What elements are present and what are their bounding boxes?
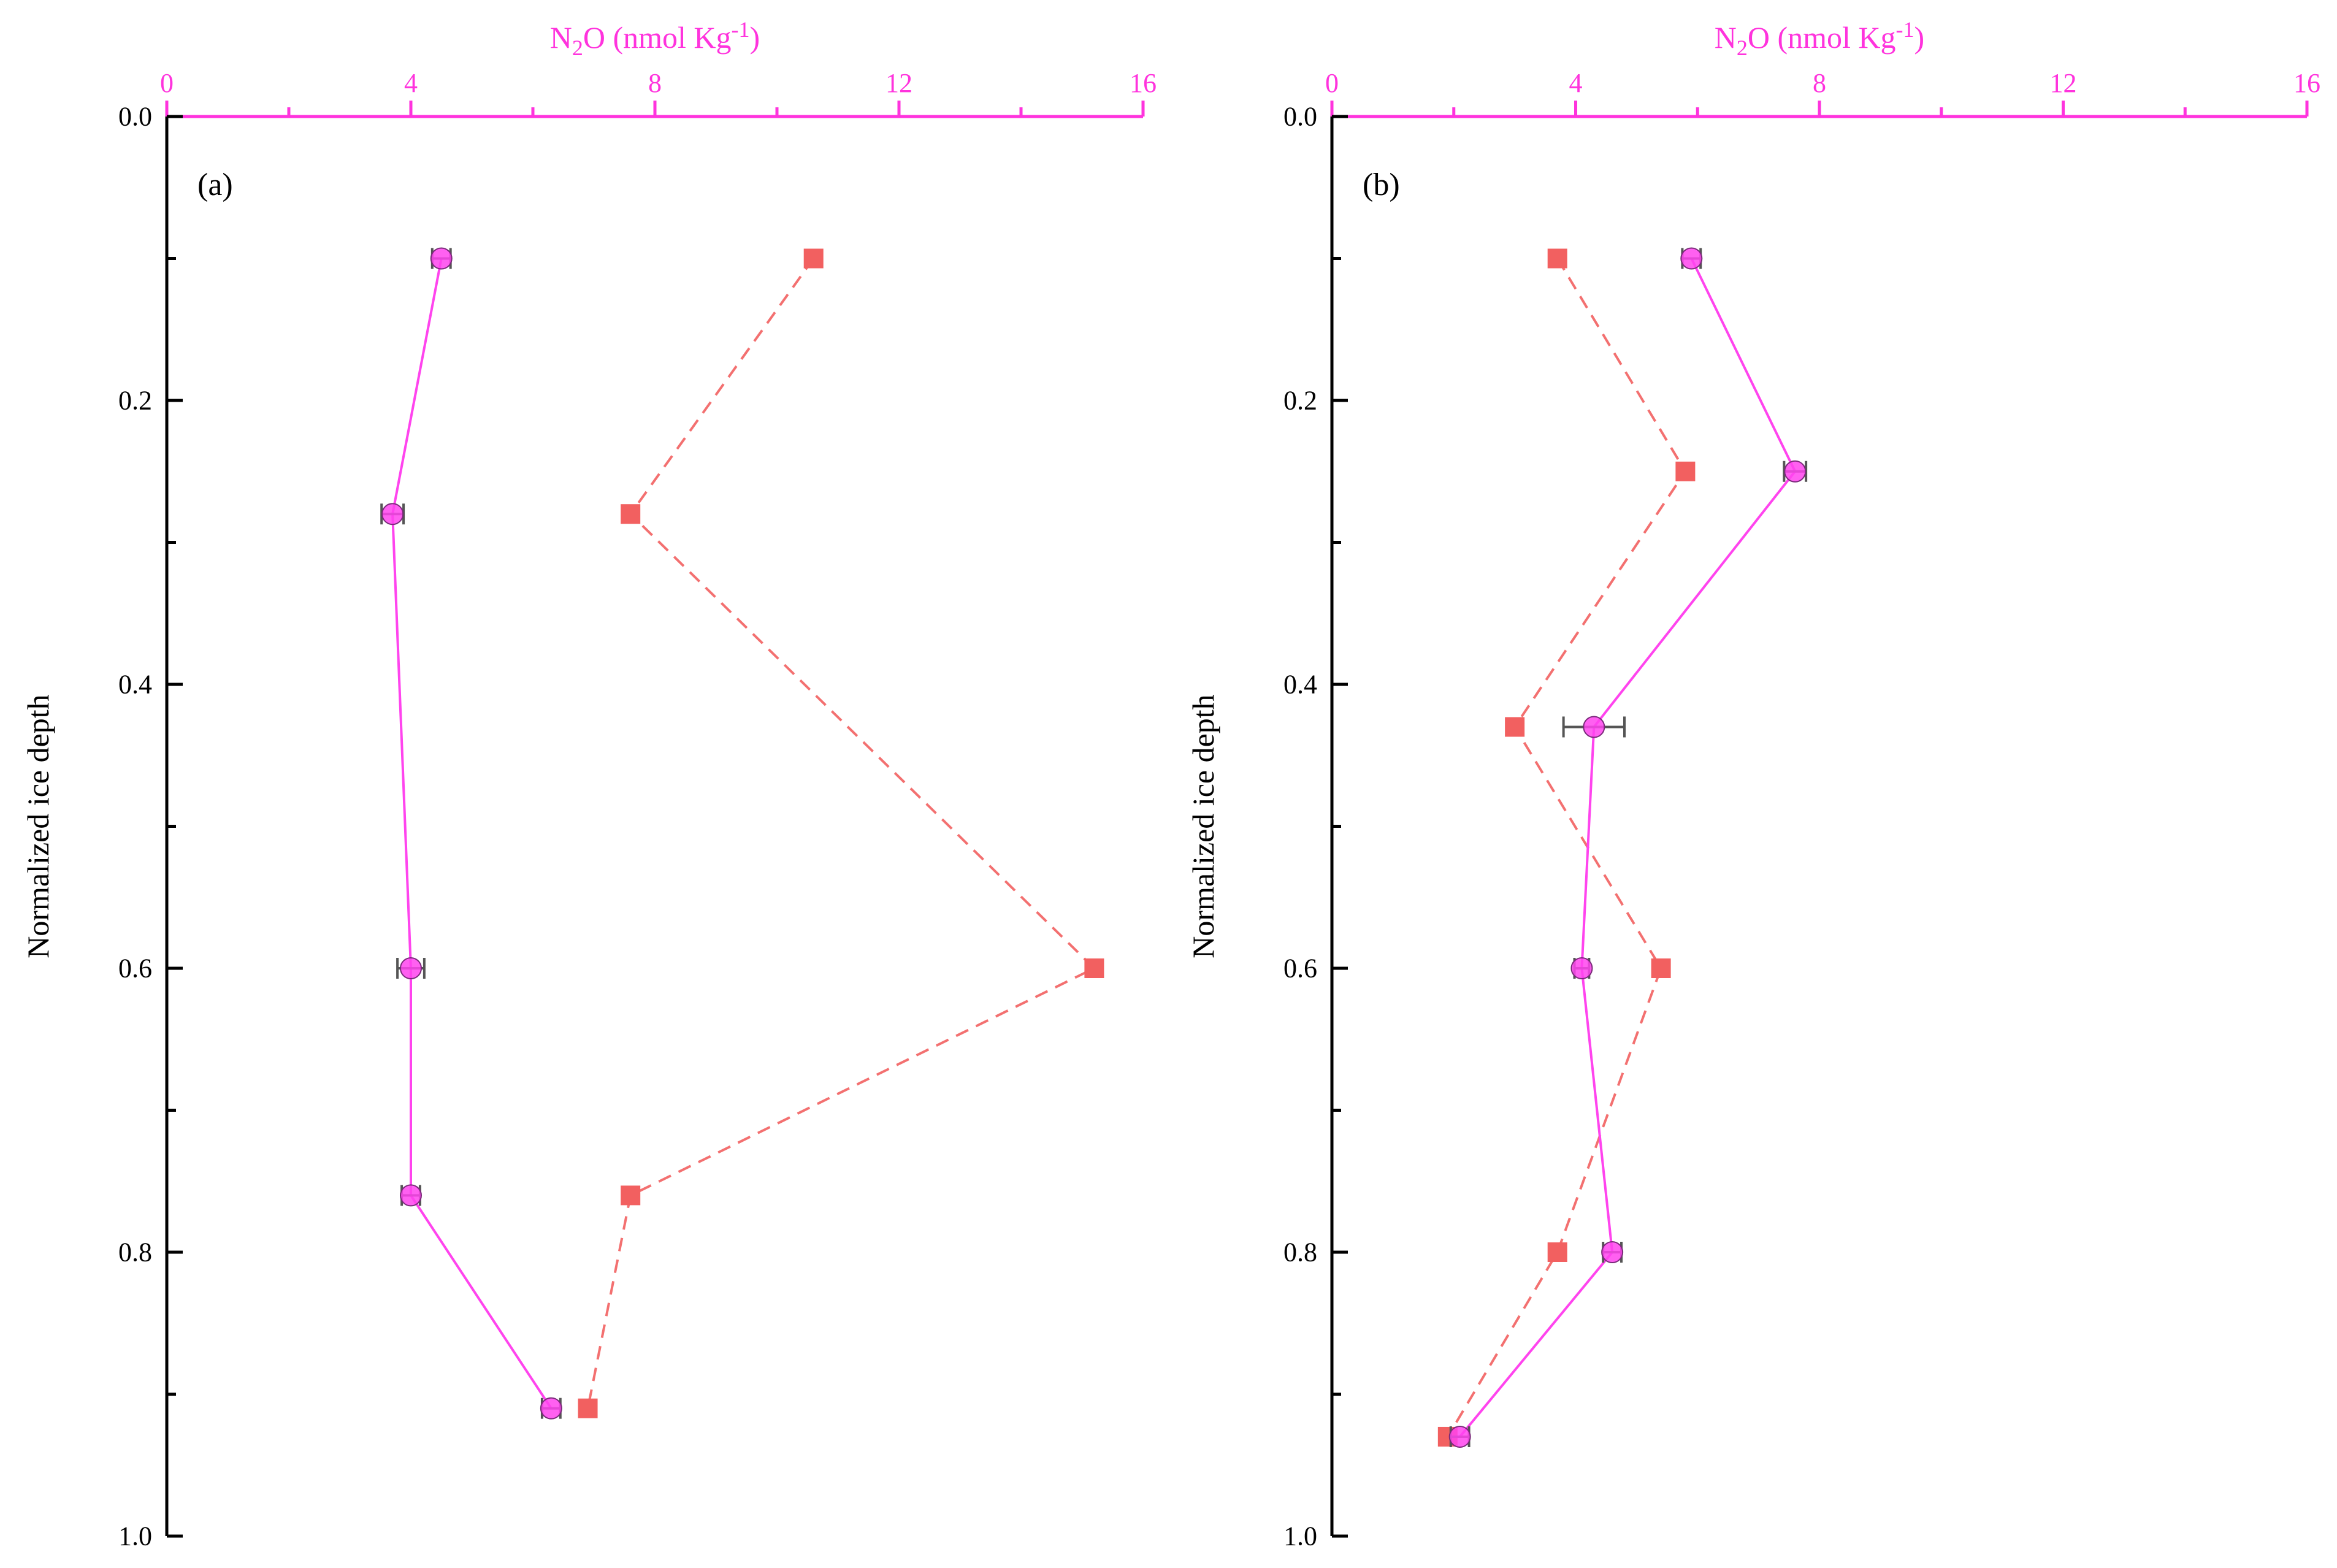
y-tick-label: 0.8 <box>118 1237 152 1268</box>
square-point <box>1651 958 1671 978</box>
y-tick-label: 1.0 <box>118 1521 152 1551</box>
y-tick-label: 0.2 <box>118 386 152 416</box>
x-tick-label: 4 <box>404 68 418 98</box>
x-title-sup: -1 <box>732 17 750 42</box>
x-title-rest: O (nmol Kg <box>583 20 732 55</box>
panel-label: (b) <box>1363 167 1400 202</box>
square-point <box>578 1398 598 1418</box>
y-axis: Normalized ice depth <box>21 117 169 1536</box>
x-tick-label: 12 <box>2050 68 2077 98</box>
circle-point <box>1601 1241 1624 1263</box>
y-tick-label: 0.2 <box>1283 386 1317 416</box>
square-point <box>1505 717 1525 737</box>
x-title-sub2: 2 <box>1737 36 1748 60</box>
circle-point <box>381 503 404 526</box>
square-point <box>1547 248 1567 269</box>
panel-label: (a) <box>197 167 233 202</box>
circle-point <box>1583 716 1605 738</box>
x-title-close: ) <box>750 20 760 55</box>
circle-point <box>400 957 422 979</box>
panel-b: N2O (nmol Kg-1) Normalized ice depth (b)… <box>1186 17 2320 1551</box>
x-ticks: 0 4 8 12 16 <box>1325 68 2320 117</box>
y-axis-title: Normalized ice depth <box>21 694 55 958</box>
square-point <box>1547 1242 1567 1262</box>
circle-point <box>1680 247 1703 270</box>
y-tick-label: 0.0 <box>1283 102 1317 132</box>
series-layer <box>1437 247 1808 1448</box>
y-axis: Normalized ice depth <box>1186 117 1334 1536</box>
y-tick-label: 0.8 <box>1283 1237 1317 1268</box>
x-tick-label: 16 <box>2293 68 2320 98</box>
x-ticks: 0 4 8 12 16 <box>160 68 1157 117</box>
x-tick-label: 12 <box>885 68 912 98</box>
x-axis-title: N2O (nmol Kg-1) <box>550 17 760 60</box>
x-axis-title: N2O (nmol Kg-1) <box>1715 17 1924 60</box>
x-axis: N2O (nmol Kg-1) <box>1332 17 2307 118</box>
y-ticks: 0.0 0.2 0.4 0.6 0.8 1.0 <box>118 102 183 1551</box>
circle-series-line <box>391 258 553 1409</box>
y-tick-label: 0.4 <box>118 670 152 700</box>
x-title-close: ) <box>1914 20 1925 55</box>
x-tick-label: 8 <box>1813 68 1826 98</box>
circle-point <box>1448 1425 1471 1448</box>
circle-point <box>400 1184 422 1207</box>
y-ticks: 0.0 0.2 0.4 0.6 0.8 1.0 <box>1283 102 1348 1551</box>
x-tick-label: 16 <box>1130 68 1157 98</box>
x-tick-label: 0 <box>160 68 174 98</box>
y-tick-label: 0.6 <box>118 954 152 984</box>
x-title-sup: -1 <box>1896 17 1914 42</box>
x-tick-label: 8 <box>648 68 662 98</box>
square-point <box>621 1185 641 1206</box>
circle-point <box>1784 460 1807 483</box>
x-tick-label: 4 <box>1569 68 1583 98</box>
y-tick-label: 0.0 <box>118 102 152 132</box>
panel-a: N2O (nmol Kg-1) Normalized ice depth (a)… <box>21 17 1157 1551</box>
series-layer <box>380 247 1104 1420</box>
x-tick-label: 0 <box>1325 68 1339 98</box>
square-point <box>621 504 641 524</box>
circle-point <box>540 1397 562 1420</box>
y-axis-title: Normalized ice depth <box>1186 694 1220 958</box>
circle-series-line <box>1459 258 1797 1438</box>
y-tick-label: 0.4 <box>1283 670 1317 700</box>
square-series-line <box>586 258 1096 1409</box>
y-tick-label: 0.6 <box>1283 954 1317 984</box>
x-title-sub2: 2 <box>572 36 583 60</box>
x-title-n: N <box>550 20 572 55</box>
y-tick-label: 1.0 <box>1283 1521 1317 1551</box>
square-point <box>1084 958 1104 978</box>
circle-point <box>430 247 453 270</box>
x-title-rest: O (nmol Kg <box>1748 20 1896 55</box>
circle-point <box>1570 957 1593 979</box>
x-title-n: N <box>1715 20 1737 55</box>
square-point <box>803 248 824 269</box>
square-point <box>1675 461 1696 481</box>
